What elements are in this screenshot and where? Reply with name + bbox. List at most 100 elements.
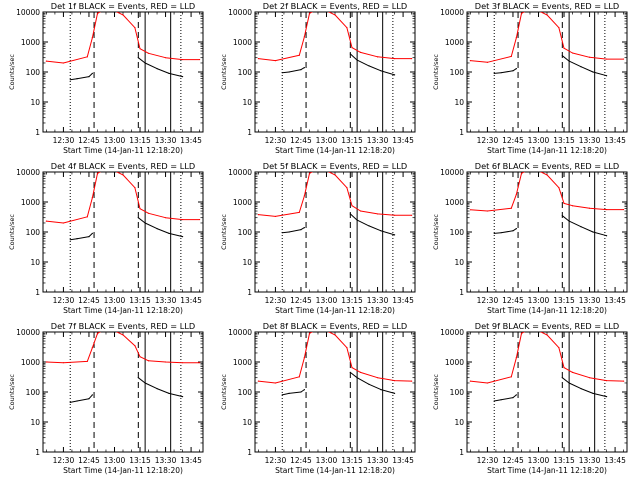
x-tick-label: 13:45 [392,456,414,465]
x-tick-label: 12:30 [53,136,75,145]
data-point [580,226,582,228]
y-tick-label: 1 [35,288,40,297]
y-tick-label: 100 [450,68,465,77]
data-point [605,75,608,77]
lld-series-line [470,172,624,212]
x-tick-label: 13:00 [528,456,550,465]
data-point [512,397,514,399]
x-tick-label: 13:15 [341,456,363,465]
x-tick-label: 13:15 [129,136,151,145]
data-point [181,76,184,78]
x-tick-label: 13:30 [155,296,177,305]
panel-det-9: Det 9f BLACK = Events, RED = LLD Counts/s… [432,321,628,475]
data-point [134,27,136,29]
data-point [605,208,608,211]
x-tick-label: 13:45 [392,136,414,145]
y-tick-label: 1 [247,448,252,457]
time-markers [281,332,394,452]
data-point [288,71,290,73]
y-tick-label: 10 [242,258,252,267]
data-point [349,371,351,374]
data-point [122,334,124,336]
panel-det-6: Det 6f BLACK = Events, RED = LLD Counts/s… [432,161,628,315]
data-point [493,72,495,74]
panel-det-7: Det 7f BLACK = Events, RED = LLD Counts/s… [8,321,204,475]
data-point [510,55,512,58]
x-axis-label: Start Time (14-Jan-11 12:18:20) [63,466,183,475]
y-tick-label: 1000 [21,358,40,367]
y-tick-label: 10000 [440,8,464,17]
x-tick-label: 13:00 [316,456,338,465]
x-tick-label: 13:30 [367,296,389,305]
data-point [512,230,514,232]
data-point [346,187,348,189]
x-axis-label: Start Time (14-Jan-11 12:18:20) [275,146,395,155]
events-series-line [494,215,607,237]
x-tick-label: 13:15 [341,296,363,305]
y-tick-label: 10 [30,418,40,427]
time-markers [493,12,606,132]
data-point [500,232,502,234]
data-point [168,72,170,74]
data-point [592,392,594,394]
data-point [137,57,139,59]
data-point [86,360,88,362]
data-point [580,387,582,390]
x-tick-label: 13:30 [367,456,389,465]
plot-frame [42,171,204,293]
data-point [144,222,146,224]
data-point [359,51,362,54]
data-point [274,59,277,62]
y-tick-label: 10 [30,98,40,107]
x-tick-label: 12:45 [78,136,100,145]
data-point [558,347,560,349]
data-point [563,367,565,369]
data-point [515,67,517,70]
data-point [486,382,489,384]
y-axis-label: Counts/sec [8,374,16,410]
data-series [469,332,625,402]
data-point [515,227,517,230]
data-point [571,371,574,374]
y-tick-label: 100 [26,68,41,77]
data-series [257,12,413,76]
data-point [546,334,548,336]
data-point [303,195,305,197]
data-point [380,230,382,232]
data-point [605,235,608,237]
data-point [486,61,489,63]
x-axis-label: Start Time (14-Jan-11 12:18:20) [487,466,607,475]
plot-frame [42,11,204,133]
chart-title: Det 6f BLACK = Events, RED = LLD [475,161,619,171]
data-point [410,214,413,216]
time-markers [69,332,182,452]
y-tick-label: 10000 [228,168,252,177]
data-point [137,377,139,379]
panel-det-1: Det 1f BLACK = Events, RED = LLD Counts/s… [8,1,204,155]
data-point [257,380,260,382]
y-tick-label: 1000 [445,198,464,207]
data-point [257,57,260,60]
y-tick-label: 10 [454,98,464,107]
data-point [393,74,396,76]
data-point [351,367,353,369]
data-series [45,172,201,241]
x-tick-label: 13:15 [129,296,151,305]
plot-frame [466,11,628,133]
data-point [334,334,336,336]
y-tick-label: 1000 [21,38,40,47]
data-point [45,220,48,222]
y-tick-label: 1000 [233,198,252,207]
data-point [88,76,90,78]
x-tick-label: 13:45 [180,136,202,145]
lld-series-line [46,12,200,64]
data-point [568,60,570,62]
x-tick-label: 13:30 [579,136,601,145]
x-tick-label: 12:45 [290,296,312,305]
data-series [257,172,413,236]
x-tick-label: 13:00 [316,296,338,305]
data-point [281,394,283,396]
data-point [69,401,71,404]
data-point [76,400,78,402]
chart-title: Det 8f BLACK = Events, RED = LLD [263,321,407,331]
